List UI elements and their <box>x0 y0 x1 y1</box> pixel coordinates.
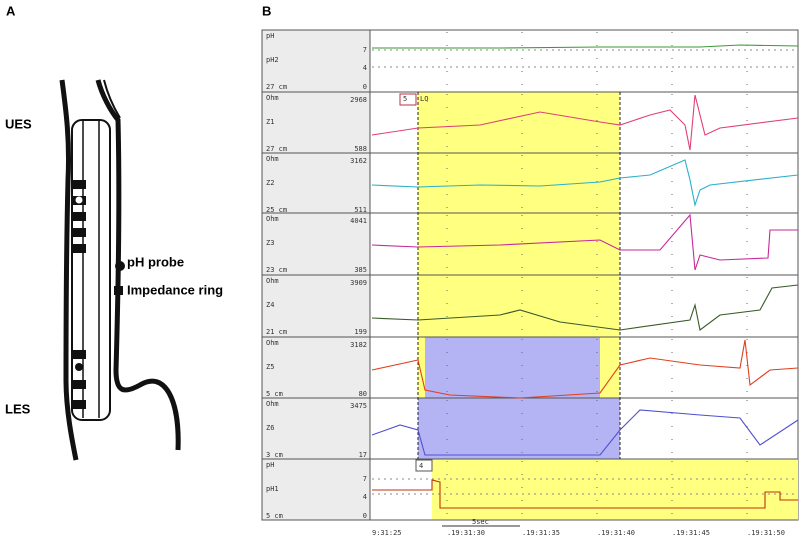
time-label: .19:31:30 <box>447 529 485 537</box>
channel-name: pH2 <box>266 56 279 64</box>
channel-scale: 17 <box>359 451 367 459</box>
channel-scale: 0 <box>363 512 367 520</box>
trace-ph2 <box>372 44 799 49</box>
channel-depth: 23 cm <box>266 266 287 274</box>
channel-depth: 27 cm <box>266 145 287 153</box>
channel-name: Z4 <box>266 301 274 309</box>
channel-scale: 588 <box>354 145 367 153</box>
channel-depth: 27 cm <box>266 83 287 91</box>
legend-dot <box>115 261 125 271</box>
time-label: .19:31:50 <box>747 529 785 537</box>
trace-ph1 <box>372 479 798 509</box>
channel-scale: 199 <box>354 328 367 336</box>
les-label: LES <box>5 401 31 416</box>
marker-box <box>415 459 433 472</box>
channel-unit: pH <box>266 461 274 469</box>
channel-scale: 3909 <box>350 279 367 287</box>
legend-square <box>114 286 123 295</box>
channel-scale: 0 <box>363 83 367 91</box>
channel-scale: 3182 <box>350 341 367 349</box>
channel-labels: pH pH2 27 cm 7 4 0 Ohm Z1 27 cm 2968 588 Ohm Z2 25 cm… <box>266 32 367 520</box>
impedance-rings <box>72 180 86 409</box>
channel-depth: 5 cm <box>266 512 283 520</box>
time-axis: 9:31:25 .19:31:30 .19:31:35 .19:31:40 .19:31… <box>372 529 785 537</box>
time-label: 9:31:25 <box>372 529 402 537</box>
trace-z2 <box>371 159 799 208</box>
trace-z6 <box>371 409 799 456</box>
channel-scale: 385 <box>354 266 367 274</box>
channel-name: Z5 <box>266 363 274 371</box>
channel-scale: 80 <box>359 390 367 398</box>
scale-label: 5sec <box>472 518 489 526</box>
time-label: .19:31:35 <box>522 529 560 537</box>
channel-scale: 2968 <box>350 96 367 104</box>
channel-name: Z3 <box>266 239 274 247</box>
channel-unit: Ohm <box>266 215 279 223</box>
ph-reference-lines <box>372 49 798 495</box>
trace-z4 <box>371 284 799 331</box>
ues-label: UES <box>5 116 32 131</box>
esophagus-drawing <box>59 79 181 461</box>
channel-scale: 4 <box>363 493 367 501</box>
channel-unit: pH <box>266 32 274 40</box>
row-separators <box>262 32 798 521</box>
channel-unit: Ohm <box>266 277 279 285</box>
channel-depth: 21 cm <box>266 328 287 336</box>
trace-z1 <box>371 94 799 151</box>
trace-z3 <box>371 213 798 271</box>
channel-depth: 3 cm <box>266 451 283 459</box>
marker: 4 <box>419 462 423 470</box>
channel-name: pH1 <box>266 485 279 493</box>
channel-unit: Ohm <box>266 155 279 163</box>
channel-scale: 7 <box>363 475 367 483</box>
channel-depth: 25 cm <box>266 206 287 214</box>
panel-label: B <box>262 3 271 18</box>
channel-scale: 7 <box>363 46 367 54</box>
channel-scale: 4 <box>363 64 367 72</box>
time-label: .19:31:45 <box>672 529 710 537</box>
channel-name: Z2 <box>266 179 274 187</box>
legend-text: Impedance ring <box>127 282 223 297</box>
channel-scale: 3162 <box>350 157 367 165</box>
channel-depth: 5 cm <box>266 390 283 398</box>
legend-text: pH probe <box>127 254 184 269</box>
channel-scale: 4041 <box>350 217 367 225</box>
marker-box <box>399 93 417 106</box>
marker: 5 <box>403 95 407 103</box>
channel-name: Z1 <box>266 118 274 126</box>
channel-unit: Ohm <box>266 339 279 347</box>
dashed-cursors <box>417 92 621 459</box>
traces <box>371 44 799 509</box>
channel-scale: 511 <box>354 206 367 214</box>
channel-unit: Ohm <box>266 94 279 102</box>
trace-z5 <box>371 339 799 399</box>
channel-name: Z6 <box>266 424 274 432</box>
channel-scale: 3475 <box>350 402 367 410</box>
marker: LQ <box>420 95 428 103</box>
channel-unit: Ohm <box>266 400 279 408</box>
panel-label: A <box>6 3 16 18</box>
time-label: .19:31:40 <box>597 529 635 537</box>
